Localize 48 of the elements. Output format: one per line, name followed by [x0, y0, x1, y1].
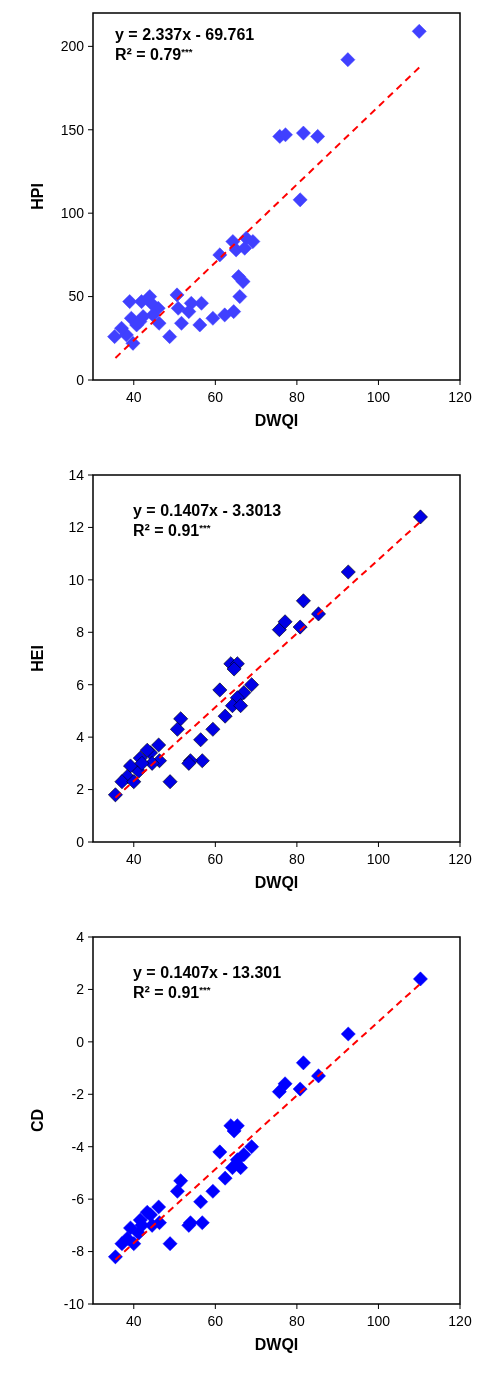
x-tick-label: 80: [289, 1313, 305, 1329]
y-tick-label: 8: [76, 624, 85, 641]
y-tick-label: -10: [63, 1295, 85, 1312]
y-tick-label: 50: [68, 288, 85, 305]
y-tick-label: -8: [71, 1243, 85, 1260]
annotation: y = 0.1407x - 3.3013: [133, 502, 282, 519]
annotation: R² = 0.91$^{***}$: [133, 983, 211, 1001]
annotation: R² = 0.79$^{***}$: [115, 45, 193, 63]
x-tick-label: 40: [125, 389, 142, 405]
annotation: y = 0.1407x - 13.301: [133, 964, 282, 981]
x-tick-label: 120: [448, 1313, 472, 1329]
x-tick-label: 40: [125, 1313, 142, 1329]
y-tick-label: -6: [71, 1191, 85, 1208]
x-tick-label: 80: [289, 851, 305, 867]
x-tick-label: 60: [207, 851, 224, 867]
x-axis-title: DWQI: [254, 874, 299, 891]
y-tick-label: 0: [76, 1033, 85, 1050]
y-tick-label: 0: [76, 833, 85, 850]
y-tick-label: 150: [60, 121, 85, 138]
annotation: y = 2.337x - 69.761: [115, 26, 255, 43]
y-axis-title: CD: [29, 1108, 46, 1133]
y-tick-label: 12: [68, 519, 85, 536]
annotation: R² = 0.91$^{***}$: [133, 521, 211, 539]
y-tick-label: 6: [76, 676, 85, 693]
y-tick-label: -4: [71, 1138, 85, 1155]
y-tick-label: 10: [68, 571, 85, 588]
x-axis-title: DWQI: [254, 1336, 299, 1353]
y-tick-label: 200: [60, 38, 85, 55]
x-tick-label: 40: [125, 851, 142, 867]
y-tick-label: 14: [68, 466, 85, 483]
x-tick-label: 100: [366, 389, 391, 405]
x-tick-label: 100: [366, 851, 391, 867]
x-tick-label: 120: [448, 389, 472, 405]
y-tick-label: -2: [71, 1086, 85, 1103]
x-tick-label: 60: [207, 1313, 224, 1329]
x-tick-label: 60: [207, 389, 224, 405]
x-tick-label: 120: [448, 851, 472, 867]
y-tick-label: 2: [76, 981, 85, 998]
y-tick-label: 4: [76, 928, 85, 945]
y-axis-title: HPI: [29, 183, 46, 210]
x-tick-label: 80: [289, 389, 305, 405]
y-tick-label: 0: [76, 371, 85, 388]
y-tick-label: 2: [76, 781, 85, 798]
x-tick-label: 100: [366, 1313, 391, 1329]
y-tick-label: 4: [76, 729, 85, 746]
y-axis-title: HEI: [29, 645, 46, 672]
x-axis-title: DWQI: [254, 412, 299, 429]
y-tick-label: 100: [60, 205, 85, 222]
